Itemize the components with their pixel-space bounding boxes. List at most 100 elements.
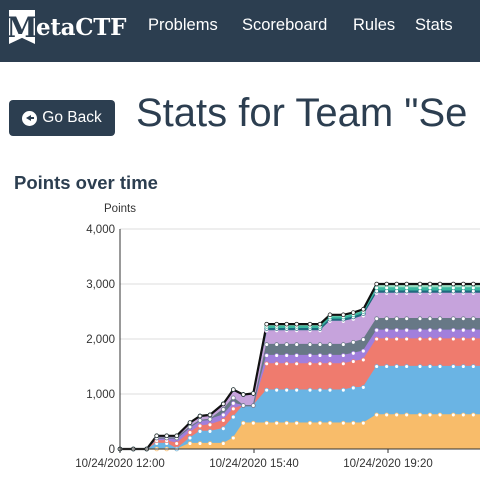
series-line [120,414,480,450]
data-point [451,285,456,291]
data-point [451,336,456,342]
data-point [361,307,366,312]
nav-scoreboard[interactable]: Scoreboard [242,16,328,34]
data-point [417,364,423,369]
x-tick-label: 10/24/2020 12:00 [75,458,165,470]
data-point [361,420,366,426]
data-point [264,353,269,358]
data-point [461,327,466,333]
data-point [221,407,226,412]
data-point [384,316,389,321]
data-point [384,327,389,333]
data-point [317,361,323,367]
nav-stats[interactable]: Stats [415,16,453,34]
data-point [327,342,333,347]
data-point [294,353,299,358]
data-point [207,412,213,418]
data-point [307,387,313,393]
data-point [394,336,399,342]
data-point [274,420,279,426]
data-point [294,420,299,426]
data-point [294,361,299,367]
data-point [197,441,203,446]
data-point [264,387,269,393]
data-point [374,316,379,321]
data-point [307,361,313,367]
data-point [361,357,366,363]
data-point [451,364,456,369]
data-point [374,327,379,333]
data-point [394,316,399,321]
data-point [471,316,476,321]
data-point [341,361,346,367]
data-point [384,364,389,369]
data-point [307,321,313,327]
data-point [221,412,226,418]
data-point [327,387,333,393]
y-tick-label: 0 [109,444,115,456]
data-point [197,418,203,423]
data-point [207,422,213,428]
data-point [417,316,423,321]
data-point [174,441,179,446]
y-axis-label: Points [104,203,136,215]
data-point [384,285,389,291]
data-point [417,281,423,287]
data-point [417,412,423,418]
data-point [307,420,313,426]
data-point [461,412,466,418]
nav-problems[interactable]: Problems [148,16,218,34]
data-point [451,412,456,418]
data-point [327,312,333,318]
data-point [417,327,423,333]
data-point [294,342,299,347]
data-point [274,361,279,367]
data-point [231,387,236,392]
data-point [327,361,333,367]
data-point [327,420,333,426]
data-point [264,361,269,367]
data-point [427,336,433,342]
data-point [471,336,476,342]
data-point [231,395,236,401]
data-point [437,364,443,369]
area-series [120,293,480,449]
data-point [471,281,476,287]
data-point [307,353,313,358]
data-point [427,412,433,418]
data-point [207,417,213,422]
data-point [417,285,423,291]
nav-rules[interactable]: Rules [353,16,396,34]
data-point [231,406,236,412]
navbar: M etaCTF Problems Scoreboard Rules Stats [0,0,480,62]
data-point [374,412,379,418]
data-point [471,364,476,369]
data-point [404,285,409,291]
data-point [394,281,399,287]
data-point [404,327,409,333]
series-line [120,282,480,451]
go-back-button[interactable]: Go Back [9,100,115,136]
data-point [351,340,356,345]
data-point [351,310,356,315]
y-tick-label: 1,000 [86,389,115,401]
data-point [251,403,256,408]
data-point [437,327,443,333]
data-point [461,285,466,291]
data-point [341,387,346,393]
data-point [437,316,443,321]
metactf-logo[interactable]: M etaCTF [9,10,126,44]
data-point [231,414,236,420]
data-point [341,342,346,347]
data-point [361,348,366,354]
data-point [404,364,409,369]
data-point [427,316,433,321]
data-point [284,420,289,426]
data-point [451,281,456,287]
data-point [174,433,179,439]
data-point [461,336,466,342]
data-point [394,412,399,418]
data-point [471,285,476,291]
data-point [284,342,289,347]
data-point [374,285,379,291]
